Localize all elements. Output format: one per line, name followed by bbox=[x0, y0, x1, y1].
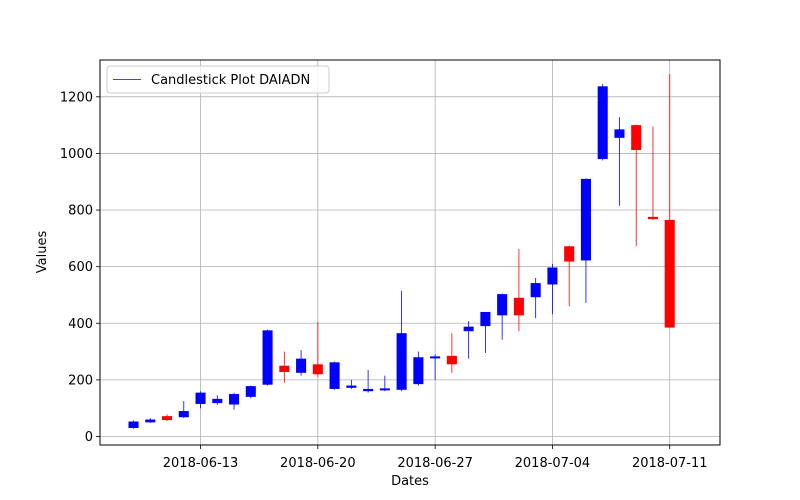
y-axis-label: Values bbox=[35, 231, 50, 274]
candle-body bbox=[128, 421, 139, 429]
candle bbox=[329, 361, 340, 390]
candle-body bbox=[497, 294, 508, 316]
y-tick-label: 800 bbox=[68, 204, 93, 219]
legend-label: Candlestick Plot DAIADN bbox=[151, 73, 310, 88]
x-tick-label: 2018-06-13 bbox=[163, 456, 239, 471]
candle-body bbox=[614, 129, 625, 138]
candle-body bbox=[379, 388, 390, 391]
candle-body bbox=[413, 357, 424, 385]
candle-body bbox=[647, 216, 658, 220]
y-tick-label: 1000 bbox=[60, 147, 93, 162]
candle-body bbox=[580, 178, 591, 261]
candle-body bbox=[162, 416, 173, 421]
candle bbox=[178, 401, 189, 419]
candle-body bbox=[480, 311, 491, 327]
candle bbox=[413, 351, 424, 386]
x-tick-label: 2018-07-11 bbox=[632, 456, 708, 471]
candle-body bbox=[296, 358, 307, 373]
y-tick-label: 1200 bbox=[60, 90, 93, 105]
y-axis-ticks: 0 200 400 600 800 1000 1200 bbox=[60, 90, 100, 445]
candle-body bbox=[664, 219, 675, 328]
candle bbox=[430, 354, 441, 380]
x-tick-label: 2018-07-04 bbox=[515, 456, 591, 471]
candle-body bbox=[547, 267, 558, 285]
legend: Candlestick Plot DAIADN bbox=[106, 65, 330, 94]
candle-body bbox=[245, 386, 256, 397]
legend-box bbox=[106, 65, 330, 94]
grid-lines bbox=[100, 60, 720, 445]
candle bbox=[363, 369, 374, 393]
candle bbox=[212, 395, 223, 405]
x-axis-label: Dates bbox=[391, 474, 429, 489]
candle-body bbox=[513, 297, 524, 316]
candle bbox=[597, 84, 608, 161]
candle bbox=[128, 420, 139, 429]
candle bbox=[379, 375, 390, 392]
candle-body bbox=[631, 125, 642, 151]
candle-body bbox=[346, 385, 357, 388]
candle-body bbox=[530, 283, 541, 298]
candle-body bbox=[430, 356, 441, 359]
candle bbox=[296, 350, 307, 376]
candle bbox=[530, 277, 541, 319]
candle bbox=[229, 392, 240, 410]
candle bbox=[396, 290, 407, 392]
candle-body bbox=[212, 398, 223, 404]
candle bbox=[564, 245, 575, 307]
candle bbox=[480, 311, 491, 353]
candle bbox=[162, 414, 173, 421]
candle-body bbox=[396, 333, 407, 390]
candle-body bbox=[597, 86, 608, 160]
x-axis-ticks: 2018-06-13 2018-06-20 2018-06-27 2018-07-04… bbox=[163, 445, 708, 471]
candle bbox=[145, 418, 156, 423]
candle bbox=[279, 351, 290, 383]
candle bbox=[195, 391, 206, 409]
plot-area-frame bbox=[99, 59, 721, 446]
candle bbox=[245, 385, 256, 399]
candle bbox=[580, 178, 591, 303]
candle bbox=[614, 117, 625, 206]
y-tick-label: 200 bbox=[68, 373, 93, 388]
candle bbox=[664, 74, 675, 329]
y-tick-label: 0 bbox=[85, 430, 93, 445]
candle-body bbox=[463, 326, 474, 332]
candle bbox=[547, 263, 558, 315]
candle-body bbox=[145, 419, 156, 423]
candle-body bbox=[564, 246, 575, 262]
y-tick-label: 600 bbox=[68, 260, 93, 275]
candle bbox=[446, 333, 457, 373]
candle bbox=[346, 379, 357, 389]
candle-body bbox=[363, 388, 374, 392]
candle bbox=[463, 321, 474, 359]
candle-body bbox=[178, 411, 189, 418]
candle bbox=[262, 329, 273, 386]
candle-body bbox=[446, 355, 457, 365]
candle-body bbox=[195, 392, 206, 404]
candle-body bbox=[229, 394, 240, 405]
candle-body bbox=[312, 364, 323, 375]
candles bbox=[128, 74, 675, 429]
x-tick-label: 2018-06-20 bbox=[280, 456, 356, 471]
candle bbox=[513, 249, 524, 332]
candle-body bbox=[329, 362, 340, 389]
candle bbox=[497, 293, 508, 340]
y-tick-label: 400 bbox=[68, 317, 93, 332]
candle-body bbox=[262, 330, 273, 385]
candle-body bbox=[279, 365, 290, 372]
candle bbox=[647, 126, 658, 220]
x-tick-label: 2018-06-27 bbox=[397, 456, 473, 471]
candle bbox=[631, 124, 642, 247]
candle bbox=[312, 321, 323, 378]
